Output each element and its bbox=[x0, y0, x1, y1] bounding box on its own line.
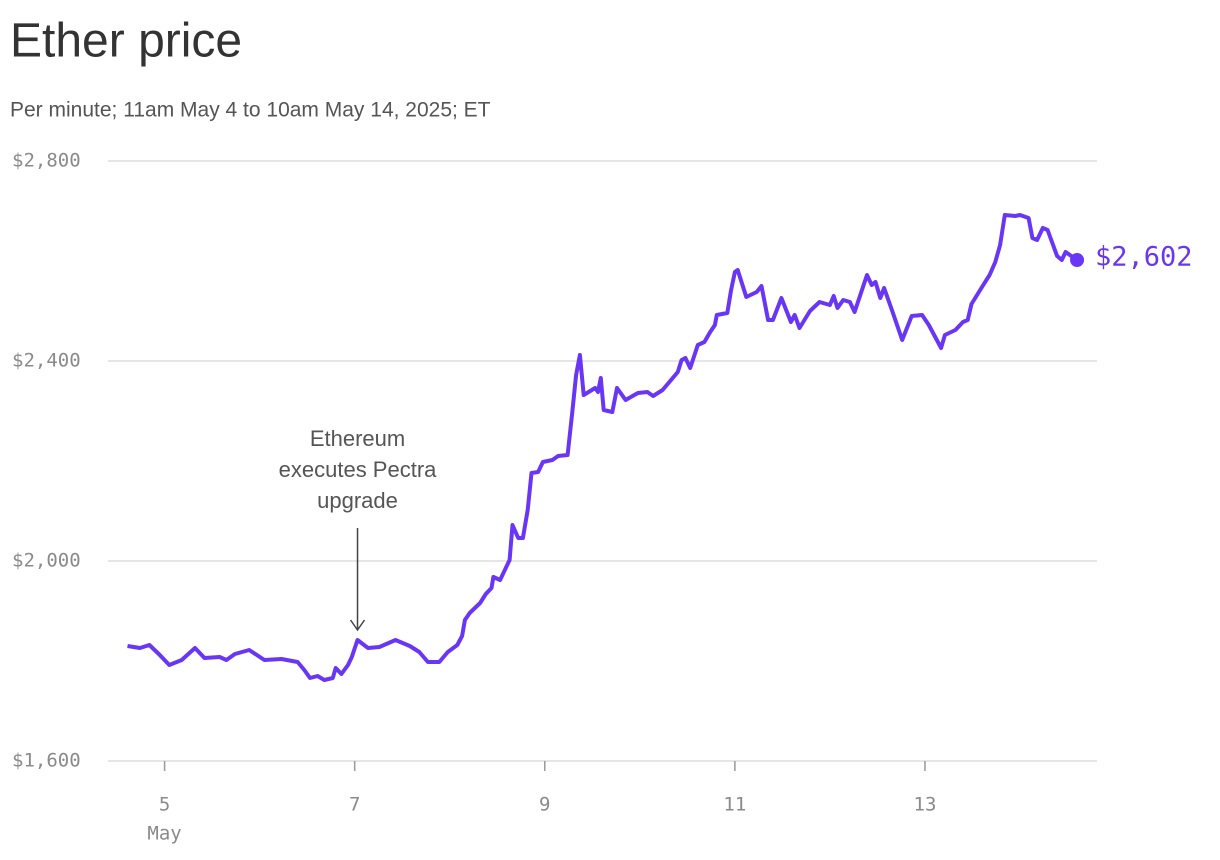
end-dot bbox=[1070, 253, 1085, 267]
chart-title: Ether price bbox=[10, 15, 242, 68]
y-tick-label: $2,800 bbox=[12, 150, 81, 172]
x-tick-label: 9 bbox=[539, 794, 550, 816]
annotation-text: Ethereum bbox=[310, 426, 405, 451]
x-tick-label: 5 bbox=[159, 794, 170, 816]
y-tick-label: $2,400 bbox=[12, 350, 81, 372]
y-tick-label: $1,600 bbox=[12, 750, 81, 772]
x-tick-label: 11 bbox=[723, 794, 746, 816]
chart-subtitle: Per minute; 11am May 4 to 10am May 14, 2… bbox=[10, 99, 491, 122]
end-label: $2,602 bbox=[1095, 242, 1193, 273]
x-month-label: May bbox=[147, 823, 181, 845]
y-tick-label: $2,000 bbox=[12, 550, 81, 572]
annotation-arrowhead bbox=[349, 619, 366, 632]
price-line bbox=[127, 213, 1079, 682]
x-tick-label: 7 bbox=[349, 794, 360, 816]
x-tick-label: 13 bbox=[914, 794, 937, 816]
annotation-text: executes Pectra bbox=[279, 457, 438, 482]
annotation-text: upgrade bbox=[317, 488, 398, 513]
